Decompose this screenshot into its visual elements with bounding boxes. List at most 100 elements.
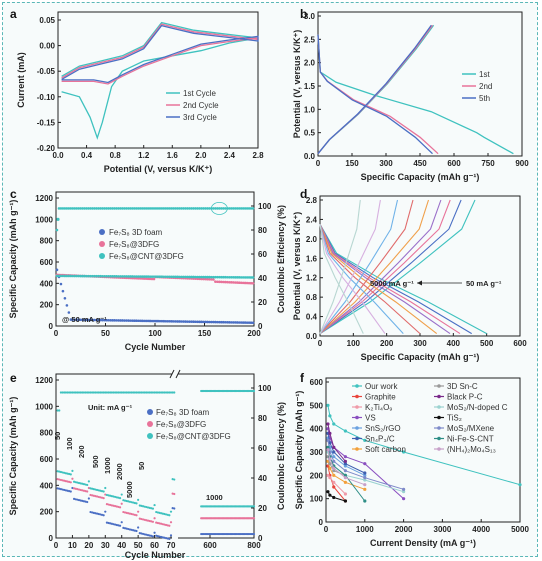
panel-f-legend-label: Soft carbon bbox=[365, 445, 406, 454]
panel-e-rate-point bbox=[161, 523, 164, 526]
panel-f-legend-label: SnS₂/rGO bbox=[365, 424, 401, 433]
panel-c-cnt-point bbox=[105, 274, 108, 278]
panel-c-foam-point bbox=[174, 320, 178, 323]
panel-c-cnt-point bbox=[186, 275, 189, 279]
panel-e-rate-point bbox=[158, 522, 161, 525]
panel-e-rate-point bbox=[81, 499, 84, 502]
panel-e-rate-point bbox=[66, 489, 69, 492]
panel-d-x-ticklabel: 300 bbox=[413, 339, 427, 348]
panel-f-legend-marker bbox=[355, 415, 359, 420]
panel-e-ce-point bbox=[74, 391, 77, 394]
panel-c-cnt-point bbox=[73, 274, 77, 278]
panel-c-ce-point bbox=[138, 207, 142, 210]
panel-e-rate-point bbox=[114, 523, 117, 526]
panel-d-annotation-low-rate: 50 mA g⁻¹ bbox=[466, 279, 502, 288]
panel-e-break-mark bbox=[169, 369, 175, 379]
panel-c-foam-point bbox=[93, 318, 96, 322]
panel-c-legend-label: Fe₇S₈@CNT@3DFG bbox=[109, 252, 184, 261]
panel-e-y-ticklabel: 0 bbox=[49, 534, 54, 543]
panel-c-3dfg-point bbox=[235, 281, 239, 284]
panel-e-rate-point bbox=[94, 488, 97, 491]
panel-e-rate-point bbox=[145, 533, 148, 536]
panel-c-ce-point bbox=[208, 207, 211, 210]
panel-c-3dfg-point bbox=[227, 280, 231, 284]
panel-e-rate-point bbox=[125, 499, 128, 503]
panel-e-rate-point bbox=[146, 519, 150, 522]
panel-e-ce-point bbox=[169, 391, 173, 394]
panel-c-3dfg-point bbox=[142, 277, 146, 280]
panel-c-foam-point bbox=[196, 320, 199, 324]
panel-f-series-point bbox=[363, 483, 367, 487]
panel-d-y-ticklabel: 1.6 bbox=[306, 254, 318, 263]
panel-e-rate-point bbox=[97, 489, 100, 492]
panel-c-cnt-point bbox=[132, 275, 136, 278]
panel-e-unit-label: Unit: mA g⁻¹ bbox=[88, 403, 133, 412]
panel-e-ce-point bbox=[120, 391, 123, 394]
panel-e-rate-point bbox=[92, 494, 95, 497]
panel-f-series-line bbox=[327, 423, 346, 462]
panel-e-ce-point bbox=[64, 391, 67, 394]
panel-c-ce-point bbox=[105, 207, 108, 210]
panel-c-ce-point bbox=[180, 207, 184, 210]
panel-f-series-line bbox=[327, 440, 404, 490]
panel-c-foam-point bbox=[170, 320, 174, 323]
panel-c-foam-point bbox=[79, 318, 83, 322]
panel-e-rate-point bbox=[128, 528, 132, 531]
panel-c-3dfg-point bbox=[216, 280, 219, 284]
panel-e-x-right-ticklabel: 600 bbox=[203, 541, 217, 550]
panel-c-3dfg-point bbox=[200, 277, 203, 281]
panel-c-cnt-point bbox=[119, 275, 122, 278]
panel-c-cnt-point bbox=[233, 276, 237, 279]
panel-f-series-point bbox=[328, 493, 332, 497]
panel-letter-d: d bbox=[300, 187, 307, 201]
panel-c-foam-point bbox=[192, 320, 195, 324]
cv-3rd-cycle-line bbox=[61, 24, 259, 84]
panel-letter-e: e bbox=[10, 371, 17, 385]
panel-f-series-point bbox=[402, 450, 406, 454]
panel-b-x-ticklabel: 900 bbox=[515, 159, 529, 168]
panel-b-y-ticklabel: 1.5 bbox=[304, 82, 316, 91]
panel-e-rate-point bbox=[169, 510, 173, 513]
panel-f-series-point bbox=[332, 445, 336, 449]
panel-e-rate-point bbox=[118, 497, 122, 500]
panel-c-cnt-point bbox=[113, 275, 116, 278]
panel-a-legend-label: 1st Cycle bbox=[183, 89, 216, 98]
panel-e-rate-point bbox=[68, 480, 71, 484]
panel-c-cnt-point bbox=[188, 275, 191, 279]
panel-c-foam-point bbox=[229, 321, 233, 324]
panel-c-foam-point bbox=[113, 319, 116, 322]
panel-c-foam-point bbox=[237, 321, 241, 324]
panel-c-foam-point bbox=[142, 319, 146, 323]
panel-e-rate-point bbox=[173, 478, 176, 481]
panel-e-rate-point bbox=[68, 472, 71, 476]
panel-e-ce-point bbox=[163, 391, 166, 394]
panel-e-ce-point bbox=[81, 391, 84, 394]
panel-d-x-ticklabel: 400 bbox=[447, 339, 461, 348]
panel-c-foam-point bbox=[81, 318, 85, 322]
panel-a-legend-label: 3rd Cycle bbox=[183, 113, 217, 122]
panel-c-ce-point bbox=[81, 207, 85, 210]
panel-b-y-ticklabel: 1.0 bbox=[304, 105, 316, 114]
panel-c-ce-point bbox=[77, 207, 81, 210]
panel-e-rate-point bbox=[127, 512, 130, 515]
panel-c-cnt-point bbox=[206, 275, 209, 279]
panel-e-rate-point bbox=[118, 506, 122, 509]
panel-d-y-ticklabel: 0.8 bbox=[306, 293, 318, 302]
panel-e-rate-point bbox=[102, 490, 105, 493]
panel-e-rate-point bbox=[115, 523, 118, 527]
panel-e-rate-point bbox=[56, 470, 59, 473]
panel-c-foam-point bbox=[107, 318, 110, 322]
panel-f-legend-label: Black P-C bbox=[447, 393, 483, 402]
panel-e-rate-point bbox=[81, 489, 84, 492]
panel-e-y2-ticklabel: 0 bbox=[258, 534, 263, 543]
panel-c-foam-point bbox=[249, 321, 253, 325]
panel-f-x-ticklabel: 5000 bbox=[511, 525, 529, 534]
panel-c-foam-point bbox=[162, 319, 166, 323]
panel-c-foam-point bbox=[83, 318, 87, 322]
panel-f-y-ticklabel: 400 bbox=[310, 425, 324, 434]
panel-e-rate-point bbox=[155, 534, 158, 537]
panel-c-ce-point bbox=[99, 207, 102, 210]
panel-e-rate-point bbox=[117, 496, 120, 499]
panel-e-rate-point bbox=[160, 535, 163, 539]
panel-e-rate-point bbox=[123, 511, 127, 514]
